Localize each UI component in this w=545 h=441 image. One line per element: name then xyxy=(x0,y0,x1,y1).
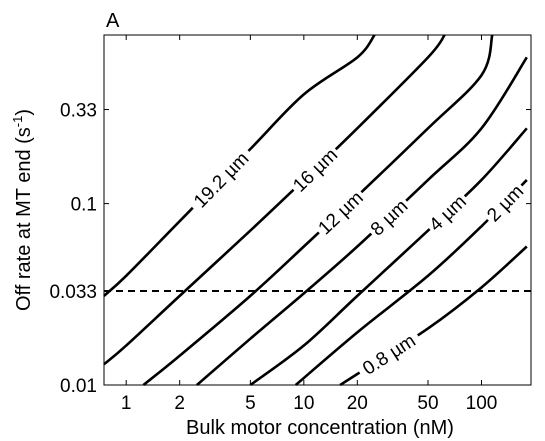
series-line xyxy=(196,56,528,386)
plot-area xyxy=(103,34,532,386)
x-tick-label: 2 xyxy=(174,393,185,414)
contour-label-group-item: 19.2 µm xyxy=(183,141,257,216)
x-tick-label: 50 xyxy=(417,393,438,414)
y-tick-label: 0.1 xyxy=(71,195,97,216)
x-tick-label: 20 xyxy=(347,393,368,414)
contour-label-group-item: 16 µm xyxy=(284,139,344,198)
plot-frame xyxy=(103,34,532,386)
x-tick-label: 5 xyxy=(245,393,256,414)
y-tick-label: 0.033 xyxy=(49,282,97,303)
contour-label-background xyxy=(362,191,414,242)
y-axis-label-close: ) xyxy=(13,109,35,116)
x-tick-label: 10 xyxy=(293,393,314,414)
contour-label-background xyxy=(284,139,344,198)
contour-label: 0.8 µm xyxy=(359,330,420,379)
y-axis-label-main: Off rate at MT end (s xyxy=(13,127,35,311)
contour-label-background xyxy=(183,141,257,216)
contour-label-background xyxy=(309,182,369,241)
y-axis-label-superscript: -1 xyxy=(10,116,25,128)
y-tick-label: 0.33 xyxy=(60,101,97,122)
x-tick-label: 100 xyxy=(466,393,498,414)
panel-label: A xyxy=(106,10,120,32)
series-line xyxy=(103,34,376,297)
x-axis: 1 2 5 10 20 50 100 xyxy=(121,35,497,414)
series-line xyxy=(339,245,528,387)
y-tick-label: 0.01 xyxy=(60,376,97,397)
contour-label-background xyxy=(420,186,473,238)
contour-label: 19.2 µm xyxy=(190,148,253,212)
contour-label-group-item: 0.8 µm xyxy=(352,324,424,382)
contour-label-background xyxy=(352,324,424,382)
series-line xyxy=(249,127,528,387)
y-axis: 0.01 0.033 0.1 0.33 xyxy=(49,101,531,397)
contour-label-group-item: 12 µm xyxy=(309,182,369,241)
contour-label-background xyxy=(478,176,530,228)
series-line xyxy=(103,34,446,366)
y-axis-label: Off rate at MT end (s-1) xyxy=(10,109,35,311)
x-tick-label: 1 xyxy=(121,393,132,414)
x-axis-label: Bulk motor concentration (nM) xyxy=(186,417,454,439)
